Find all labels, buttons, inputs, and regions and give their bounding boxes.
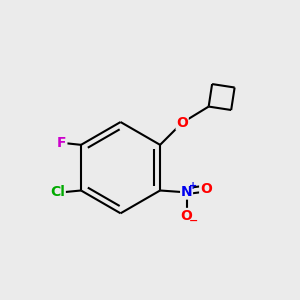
Text: O: O (200, 182, 212, 196)
Text: +: + (189, 182, 197, 191)
Text: F: F (57, 136, 67, 150)
Text: O: O (176, 116, 188, 130)
Text: −: − (189, 216, 198, 226)
Text: Cl: Cl (50, 185, 65, 199)
Text: N: N (181, 185, 192, 199)
Text: O: O (181, 208, 193, 223)
